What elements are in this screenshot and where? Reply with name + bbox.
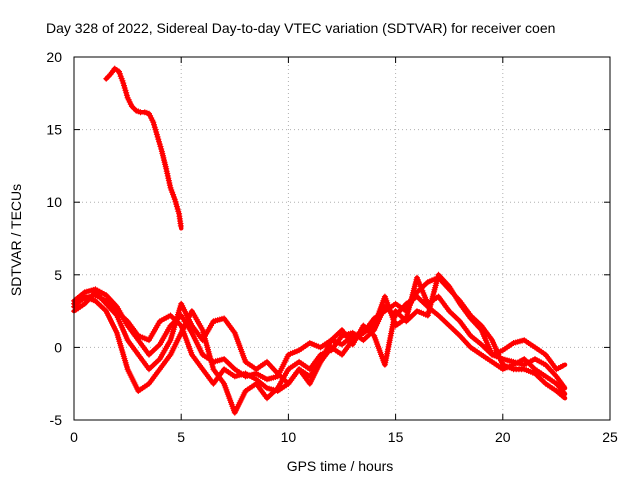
data-point <box>177 222 184 229</box>
series-segment-1 <box>103 65 184 231</box>
series-track-d <box>71 274 568 401</box>
y-tick-label: 0 <box>54 339 62 355</box>
y-tick-label: 15 <box>46 122 62 138</box>
plot-data <box>71 65 568 416</box>
x-tick-label: 5 <box>177 429 185 445</box>
chart-title: Day 328 of 2022, Sidereal Day-to-day VTE… <box>46 20 555 36</box>
x-tick-label: 0 <box>70 429 78 445</box>
x-axis-label: GPS time / hours <box>287 458 394 474</box>
x-tick-label: 15 <box>388 429 404 445</box>
y-tick-label: -5 <box>50 412 63 428</box>
y-tick-label: 20 <box>46 49 62 65</box>
data-point <box>560 393 567 400</box>
x-tick-label: 25 <box>602 429 618 445</box>
data-point <box>560 383 567 390</box>
series-track-a <box>71 274 568 391</box>
series-line <box>103 66 184 231</box>
y-tick-label: 5 <box>54 267 62 283</box>
series-line <box>71 275 568 391</box>
plot-frame <box>73 56 611 421</box>
data-point <box>559 362 566 369</box>
axis-ticks: 0 5 10 15 20 25 -5 0 5 10 15 20 <box>46 49 618 445</box>
series-track-c <box>71 271 568 387</box>
x-tick-label: 20 <box>495 429 511 445</box>
x-tick-label: 10 <box>281 429 297 445</box>
y-axis-label: SDTVAR / TECUs <box>8 184 24 296</box>
y-tick-label: 10 <box>46 194 62 210</box>
